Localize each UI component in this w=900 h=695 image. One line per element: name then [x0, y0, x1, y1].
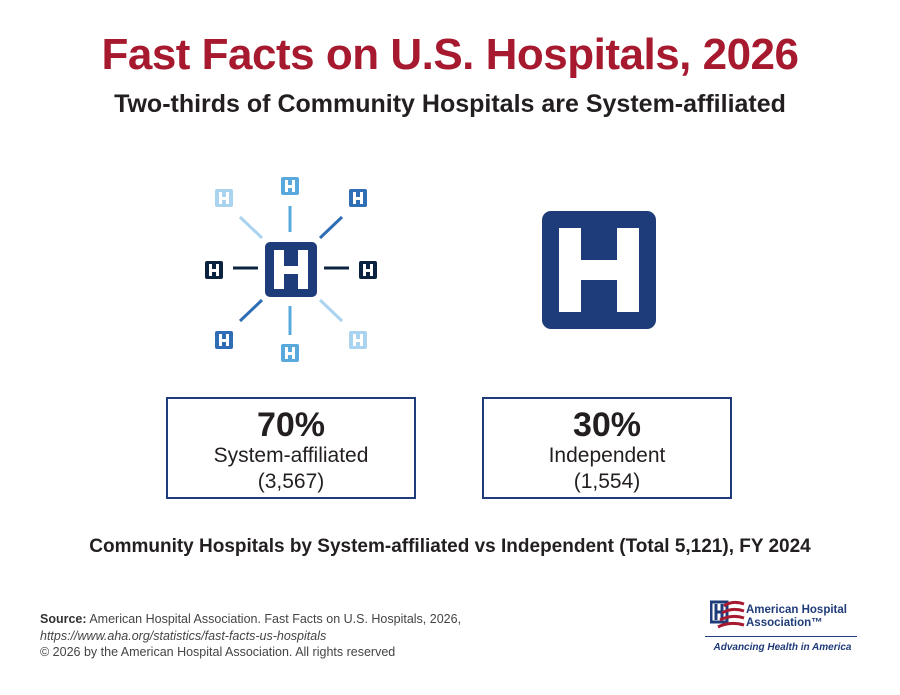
connector-line [238, 298, 264, 323]
hospital-icon [542, 211, 656, 329]
stat-percent: 70% [256, 406, 326, 444]
satellite-hospital-icon [205, 261, 223, 279]
logo-tagline: Advancing Health in America [713, 642, 852, 653]
satellite-hospital-icon [349, 331, 367, 349]
source-url[interactable]: https://www.aha.org/statistics/fast-fact… [40, 629, 327, 643]
page-subtitle: Two-thirds of Community Hospitals are Sy… [114, 90, 786, 118]
page-title: Fast Facts on U.S. Hospitals, 2026 [101, 30, 799, 79]
connector-line [318, 298, 344, 323]
hub-hospital-icon [265, 242, 317, 297]
source-text: American Hospital Association. Fast Fact… [89, 612, 462, 626]
satellite-hospital-icon [215, 189, 233, 207]
stat-count: (1,554) [573, 470, 641, 493]
connector-line [238, 215, 264, 240]
copyright: © 2026 by the American Hospital Associat… [40, 645, 396, 659]
chart-caption: Community Hospitals by System-affiliated… [89, 536, 811, 557]
satellite-hospital-icon [349, 189, 367, 207]
aha-flag-icon [710, 600, 745, 629]
stat-label: Independent [548, 444, 666, 467]
stat-percent: 30% [572, 406, 642, 444]
logo-divider [705, 636, 857, 637]
source-label: Source: [40, 612, 87, 626]
stat-box-system-affiliated: 70% System-affiliated (3,567) [166, 397, 416, 499]
logo-name-line2: Association™ [746, 617, 823, 629]
stat-count: (3,567) [257, 470, 325, 493]
source-line: Source: American Hospital Association. F… [40, 612, 461, 626]
satellite-hospital-icon [215, 331, 233, 349]
hospital-network-icon [205, 177, 377, 362]
stat-box-independent: 30% Independent (1,554) [482, 397, 732, 499]
connector-line [318, 215, 344, 240]
logo-name-line1: American Hospital [746, 604, 847, 616]
satellite-hospital-icon [359, 261, 377, 279]
satellite-hospital-icon [281, 177, 299, 195]
satellite-hospital-icon [281, 344, 299, 362]
aha-logo: American Hospital Association™ Advancing… [700, 600, 865, 655]
stat-label: System-affiliated [213, 444, 369, 467]
